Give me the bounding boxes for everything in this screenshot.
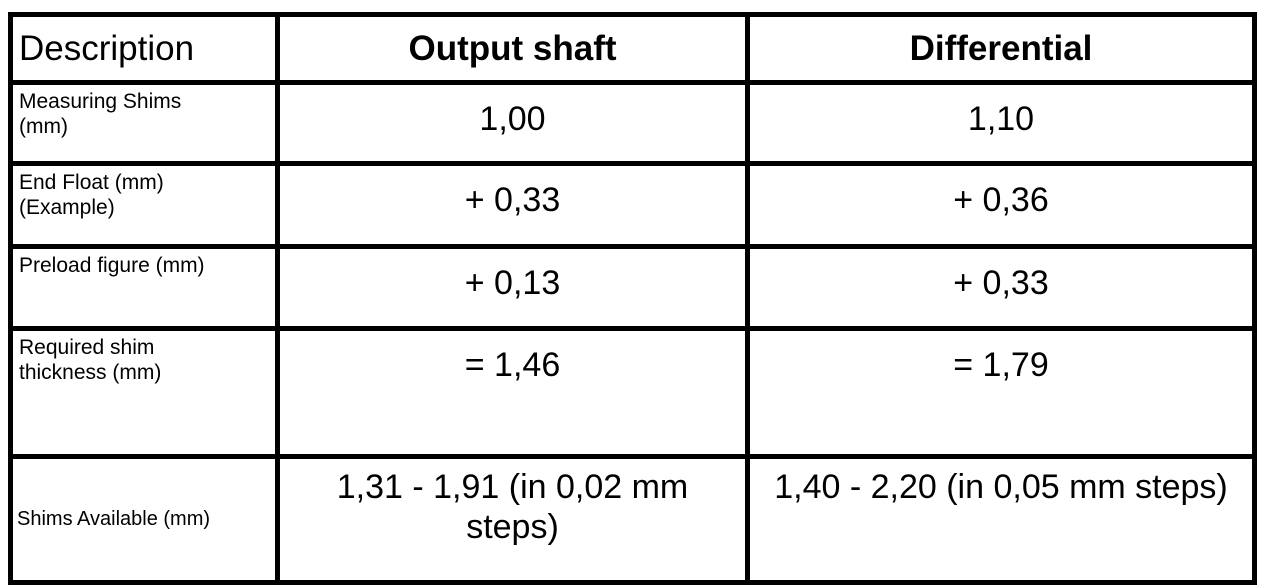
value-cell: = 1,46 [275,326,750,459]
value-cell: + 0,36 [745,161,1257,249]
value-cell: 1,00 [275,80,750,166]
table-row: Measuring Shims (mm) 1,00 1,10 [8,80,1257,166]
header-cell: Output shaft [275,12,750,85]
row-label: Required shim thickness (mm) [8,326,280,459]
value-cell: 1,40 - 2,20 (in 0,05 mm steps) [745,454,1257,585]
table-body: Measuring Shims (mm) 1,00 1,10 End Float (m… [8,80,1257,585]
table-row: Preload figure (mm) + 0,13 + 0,33 [8,244,1257,331]
table-row: Shims Available (mm) 1,31 - 1,91 (in 0,02… [8,454,1257,585]
header-cell: Description [8,12,280,85]
value-cell: + 0,33 [745,244,1257,331]
shim-table: Description Output shaft Differential Meas… [8,12,1257,585]
header-row: Description Output shaft Differential [8,12,1257,85]
table-row: End Float (mm) (Example) + 0,33 + 0,36 [8,161,1257,249]
value-cell: = 1,79 [745,326,1257,459]
value-cell: 1,10 [745,80,1257,166]
page: Description Output shaft Differential Meas… [8,12,1257,585]
row-label: Shims Available (mm) [8,454,280,585]
value-cell: 1,31 - 1,91 (in 0,02 mm steps) [275,454,750,585]
row-label: Measuring Shims (mm) [8,80,280,166]
header-cell: Differential [745,12,1257,85]
value-cell: + 0,33 [275,161,750,249]
table-row: Required shim thickness (mm) = 1,46 = 1,79 [8,326,1257,459]
value-cell: + 0,13 [275,244,750,331]
row-label: End Float (mm) (Example) [8,161,280,249]
row-label: Preload figure (mm) [8,244,280,331]
